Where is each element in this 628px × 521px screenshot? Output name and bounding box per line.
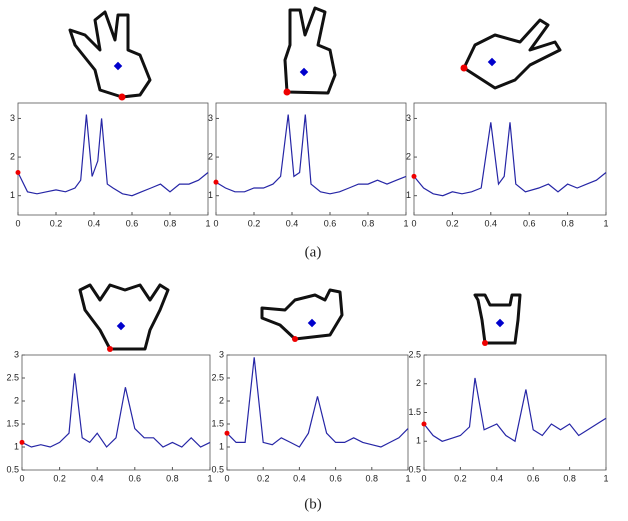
x-tick-label: 0.2 [50, 218, 63, 228]
x-tick-label: 0.2 [248, 218, 261, 228]
y-tick-label: 1 [14, 441, 19, 451]
plot-frame [18, 103, 208, 215]
x-tick-label: 1 [405, 473, 410, 483]
x-tick-label: 0 [411, 218, 416, 228]
x-tick-label: 0.8 [561, 218, 574, 228]
caption: (b) [304, 496, 322, 512]
y-tick-label: 2.5 [408, 349, 421, 359]
y-tick-label: 1 [219, 441, 224, 451]
y-tick-label: 3 [10, 113, 15, 123]
start-point [225, 431, 230, 436]
plot-frame [216, 103, 406, 215]
x-tick-label: 0.2 [454, 473, 467, 483]
x-tick-label: 0.8 [366, 473, 379, 483]
x-tick-label: 0.8 [563, 473, 576, 483]
y-tick-label: 1 [10, 190, 15, 200]
y-tick-label: 2 [14, 395, 19, 405]
y-tick-label: 0.5 [408, 464, 421, 474]
x-tick-label: 1 [207, 473, 212, 483]
x-tick-label: 1 [603, 473, 608, 483]
y-tick-label: 2 [10, 151, 15, 161]
x-tick-label: 0.8 [362, 218, 375, 228]
y-tick-label: 2 [208, 151, 213, 161]
plot-frame [22, 355, 210, 470]
y-tick-label: 0.5 [211, 464, 224, 474]
x-tick-label: 0.6 [329, 473, 342, 483]
x-tick-label: 0.8 [166, 473, 179, 483]
x-tick-label: 1 [603, 218, 608, 228]
start-point [412, 174, 417, 179]
start-point [16, 170, 21, 175]
x-tick-label: 0.2 [257, 473, 270, 483]
y-tick-label: 2 [416, 378, 421, 388]
x-tick-label: 0.8 [164, 218, 177, 228]
start-point [20, 440, 25, 445]
y-tick-label: 1.5 [6, 418, 19, 428]
y-tick-label: 2 [219, 395, 224, 405]
y-tick-label: 1 [416, 436, 421, 446]
start-point [422, 422, 427, 427]
y-tick-label: 0.5 [6, 464, 19, 474]
x-tick-label: 0.4 [491, 473, 504, 483]
x-tick-label: 0.4 [485, 218, 498, 228]
x-tick-label: 0.4 [286, 218, 299, 228]
x-tick-label: 1 [205, 218, 210, 228]
x-tick-label: 0 [213, 218, 218, 228]
y-tick-label: 3 [208, 113, 213, 123]
y-tick-label: 3 [406, 113, 411, 123]
y-tick-label: 3 [219, 349, 224, 359]
x-tick-label: 0.2 [53, 473, 66, 483]
x-tick-label: 0.6 [523, 218, 536, 228]
x-tick-label: 0.6 [324, 218, 337, 228]
plot-frame [424, 355, 606, 470]
plot-frame [414, 103, 606, 215]
x-tick-label: 0.6 [126, 218, 139, 228]
x-tick-label: 0.2 [446, 218, 459, 228]
y-tick-label: 2.5 [211, 372, 224, 382]
y-tick-label: 2.5 [6, 372, 19, 382]
y-tick-label: 1 [406, 190, 411, 200]
x-tick-label: 1 [403, 218, 408, 228]
y-tick-label: 3 [14, 349, 19, 359]
x-tick-label: 0.6 [129, 473, 142, 483]
x-tick-label: 0 [15, 218, 20, 228]
x-tick-label: 0 [224, 473, 229, 483]
x-tick-label: 0 [19, 473, 24, 483]
start-point [214, 180, 219, 185]
x-tick-label: 0.4 [293, 473, 306, 483]
x-tick-label: 0.4 [91, 473, 104, 483]
y-tick-label: 1.5 [408, 407, 421, 417]
y-tick-label: 1.5 [211, 418, 224, 428]
x-tick-label: 0.6 [527, 473, 540, 483]
figure: (a) (b) 1 2 3 0 0.2 0.4 0.6 0.8 1 1 2 3 0 0.2 0.4 0.6 0.… [0, 0, 628, 521]
y-tick-label: 2 [406, 151, 411, 161]
y-tick-label: 1 [208, 190, 213, 200]
caption: (a) [305, 244, 322, 260]
x-tick-label: 0.4 [88, 218, 101, 228]
x-tick-label: 0 [421, 473, 426, 483]
plot-frame [227, 355, 408, 470]
